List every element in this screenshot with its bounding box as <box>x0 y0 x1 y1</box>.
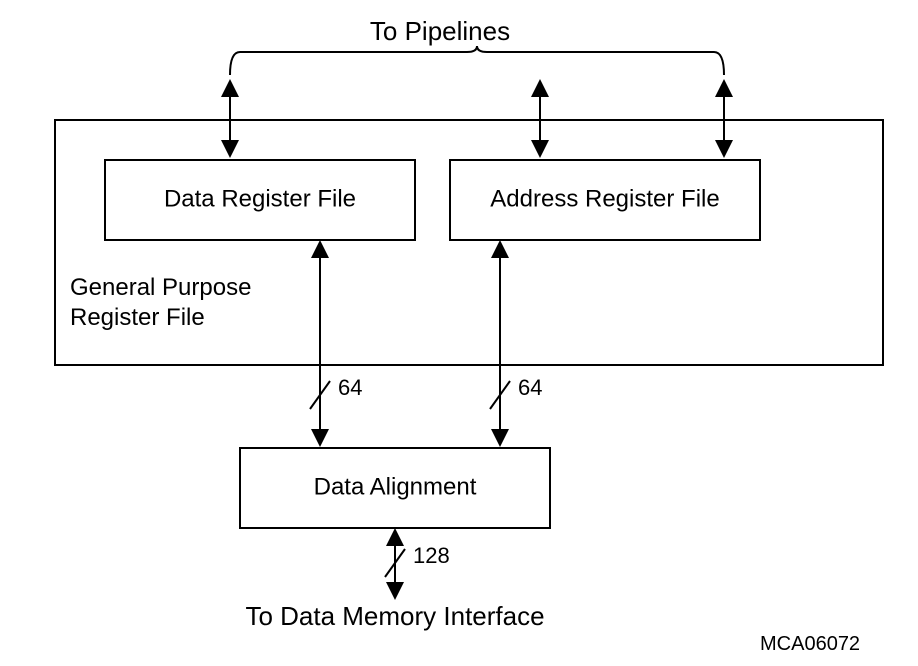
data-alignment-label: Data Alignment <box>314 473 477 500</box>
diagram-root: Data Register File Address Register File… <box>0 0 918 666</box>
pipelines-brace <box>230 46 724 75</box>
figure-code-label: MCA06072 <box>760 633 860 655</box>
to-data-memory-label: To Data Memory Interface <box>245 601 544 631</box>
address-register-file-label: Address Register File <box>490 185 719 212</box>
gp-register-file-label-1: General Purpose <box>70 274 251 301</box>
bus-width-64-b: 64 <box>518 375 542 400</box>
bus-width-64-a: 64 <box>338 375 362 400</box>
diagram-svg: Data Register File Address Register File… <box>0 0 918 666</box>
to-pipelines-label: To Pipelines <box>370 16 510 46</box>
gp-register-file-label-2: Register File <box>70 304 205 331</box>
bus-width-128: 128 <box>413 543 450 568</box>
data-register-file-label: Data Register File <box>164 185 356 212</box>
